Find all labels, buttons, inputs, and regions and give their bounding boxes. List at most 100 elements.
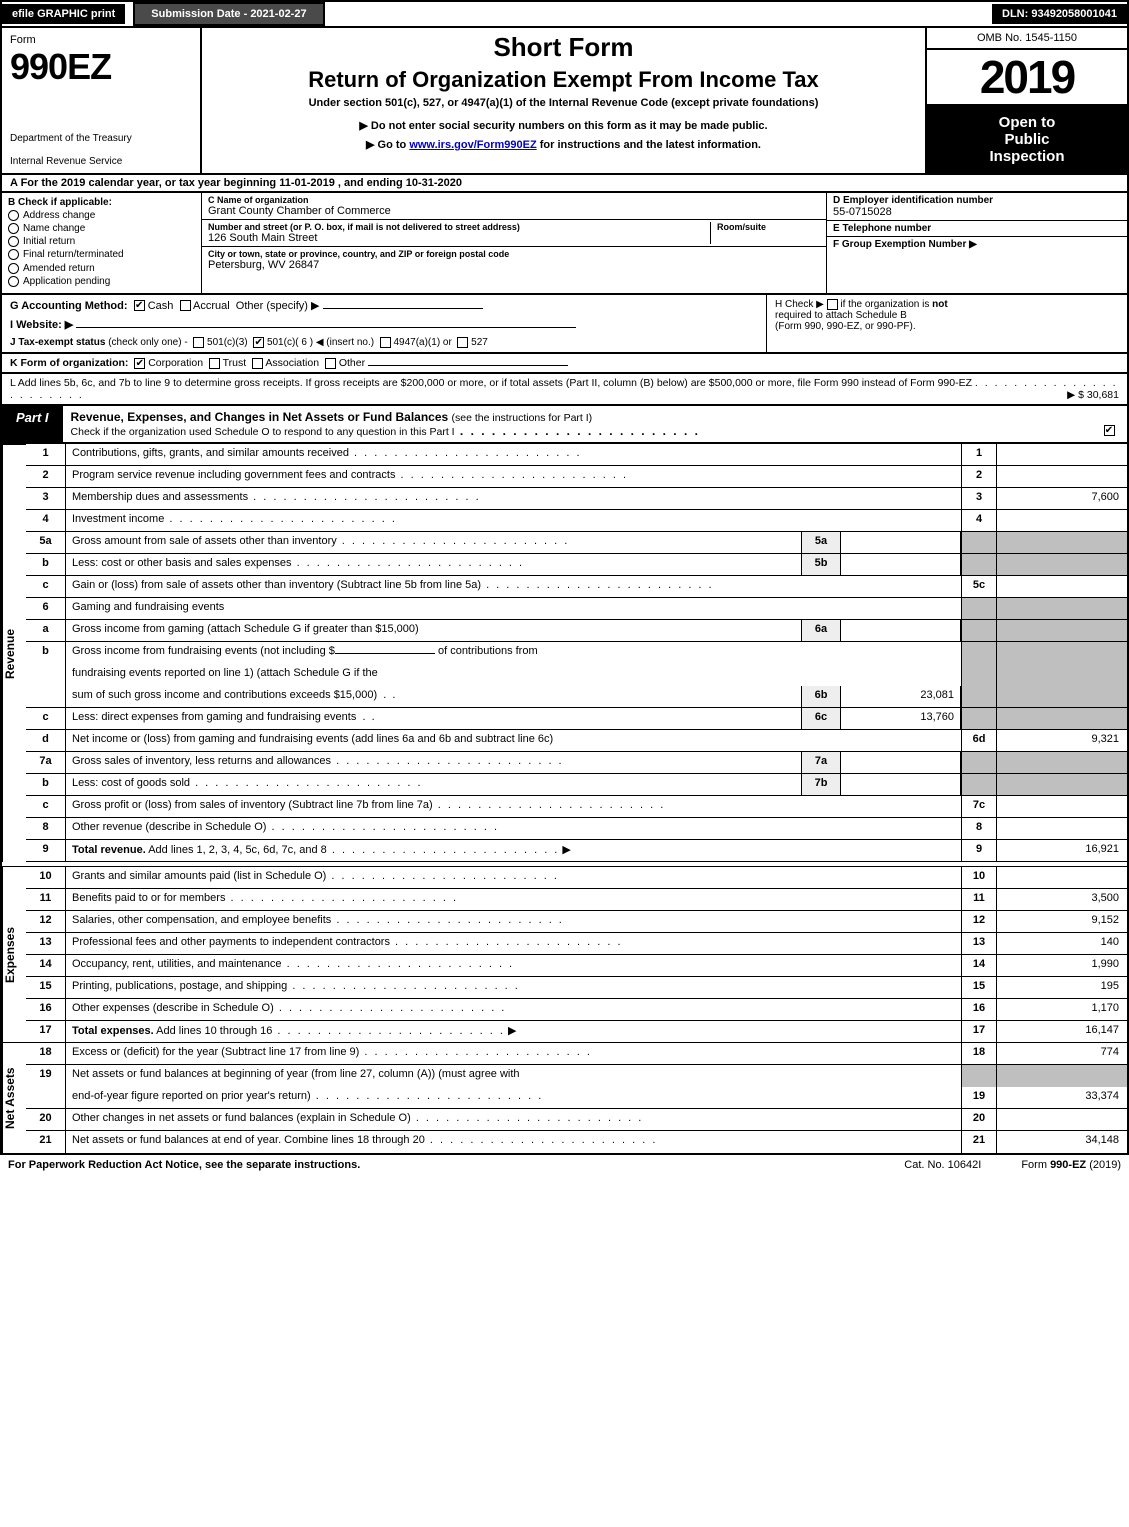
chk-trust[interactable] (209, 358, 220, 369)
room-suite-label: Room/suite (717, 222, 820, 232)
street-label: Number and street (or P. O. box, if mail… (208, 222, 710, 232)
val-line-10 (997, 867, 1127, 888)
efile-graphic-print[interactable]: efile GRAPHIC print (2, 4, 125, 24)
form-meta-block: OMB No. 1545-1150 2019 Open to Public In… (927, 28, 1127, 173)
val-line-11: 3,500 (997, 889, 1127, 910)
chk-h-schedule-b[interactable] (827, 299, 838, 310)
row-l: L Add lines 5b, 6c, and 7b to line 9 to … (0, 374, 1129, 406)
val-line-7b (841, 774, 961, 795)
g-label: G Accounting Method: (10, 300, 128, 312)
h-line3: (Form 990, 990-EZ, or 990-PF). (775, 321, 916, 332)
chk-corporation[interactable]: ✔ (134, 358, 145, 369)
sidelabel-expenses: Expenses (2, 866, 26, 1043)
row-g-h: G Accounting Method: ✔ Cash Accrual Othe… (0, 295, 1129, 354)
val-line-14: 1,990 (997, 955, 1127, 976)
chk-cash[interactable]: ✔ (134, 300, 145, 311)
chk-501c3[interactable] (193, 337, 204, 348)
form-id-block: Form 990EZ Department of the Treasury In… (2, 28, 202, 173)
topbar: efile GRAPHIC print Submission Date - 20… (0, 0, 1129, 28)
val-line-19: 33,374 (997, 1087, 1127, 1108)
tax-year: 2019 (927, 50, 1127, 106)
val-line-7a (841, 752, 961, 773)
val-line-16: 1,170 (997, 999, 1127, 1020)
h-line2: required to attach Schedule B (775, 310, 907, 321)
chk-name-change[interactable]: Name change (8, 223, 195, 234)
city-label: City or town, state or province, country… (208, 249, 820, 259)
goto-post: for instructions and the latest informat… (537, 139, 761, 151)
val-line-21: 34,148 (997, 1131, 1127, 1153)
form-ref: Form 990-EZ (2019) (1021, 1159, 1121, 1171)
dln: DLN: 93492058001041 (992, 4, 1127, 24)
val-line-2 (997, 466, 1127, 487)
sidelabel-net-assets: Net Assets (2, 1043, 26, 1153)
page-footer: For Paperwork Reduction Act Notice, see … (0, 1155, 1129, 1175)
col-def: D Employer identification number 55-0715… (827, 193, 1127, 293)
part-i-header: Part I Revenue, Expenses, and Changes in… (0, 406, 1129, 444)
chk-amended-return[interactable]: Amended return (8, 263, 195, 274)
short-form-title: Short Form (210, 32, 917, 63)
chk-association[interactable] (252, 358, 263, 369)
part-i-label: Part I (2, 406, 63, 442)
irs-link[interactable]: www.irs.gov/Form990EZ (409, 139, 536, 151)
city-state-zip: Petersburg, WV 26847 (208, 259, 820, 271)
goto-instructions: ▶ Go to www.irs.gov/Form990EZ for instru… (210, 138, 917, 151)
chk-application-pending[interactable]: Application pending (8, 276, 195, 287)
chk-accrual[interactable] (180, 300, 191, 311)
col-b-checkboxes: B Check if applicable: Address change Na… (2, 193, 202, 293)
chk-schedule-o-part-i[interactable]: ✔ (1104, 425, 1115, 436)
chk-final-terminated[interactable]: Final return/terminated (8, 249, 195, 260)
val-line-5b (841, 554, 961, 575)
val-line-13: 140 (997, 933, 1127, 954)
val-line-6d: 9,321 (997, 730, 1127, 751)
chk-initial-return[interactable]: Initial return (8, 236, 195, 247)
val-line-4 (997, 510, 1127, 531)
val-line-8 (997, 818, 1127, 839)
j-label: J Tax-exempt status (10, 337, 105, 348)
val-line-6b: 23,081 (841, 686, 961, 707)
chk-501c[interactable]: ✔ (253, 337, 264, 348)
val-line-5a (841, 532, 961, 553)
submission-date-chip: Submission Date - 2021-02-27 (133, 2, 324, 26)
val-line-15: 195 (997, 977, 1127, 998)
open-inspection: Open to Public Inspection (927, 106, 1127, 173)
val-line-3: 7,600 (997, 488, 1127, 509)
ein-value: 55-0715028 (833, 206, 1121, 218)
org-name-label: C Name of organization (208, 195, 820, 205)
col-h: H Check ▶ if the organization is not req… (767, 295, 1127, 352)
h-line1-pre: H Check ▶ (775, 299, 824, 310)
under-section-text: Under section 501(c), 527, or 4947(a)(1)… (210, 97, 917, 109)
val-line-7c (997, 796, 1127, 817)
sidelabel-revenue: Revenue (2, 444, 26, 862)
val-line-18: 774 (997, 1043, 1127, 1064)
col-gij: G Accounting Method: ✔ Cash Accrual Othe… (2, 295, 767, 352)
chk-4947[interactable] (380, 337, 391, 348)
row-a-tax-year: A For the 2019 calendar year, or tax yea… (0, 175, 1129, 193)
org-info-block: B Check if applicable: Address change Na… (0, 193, 1129, 295)
omb-number: OMB No. 1545-1150 (927, 28, 1127, 50)
cat-no: Cat. No. 10642I (904, 1159, 981, 1171)
val-line-5c (997, 576, 1127, 597)
chk-other-org[interactable] (325, 358, 336, 369)
val-line-6c: 13,760 (841, 708, 961, 729)
street-address: 126 South Main Street (208, 232, 710, 244)
row-k: K Form of organization: ✔ Corporation Tr… (0, 354, 1129, 374)
form-word: Form (10, 34, 192, 46)
telephone-label: E Telephone number (833, 223, 1121, 234)
val-line-20 (997, 1109, 1127, 1130)
chk-527[interactable] (457, 337, 468, 348)
col-c-org: C Name of organization Grant County Cham… (202, 193, 827, 293)
val-line-6a (841, 620, 961, 641)
form-header: Form 990EZ Department of the Treasury In… (0, 28, 1129, 175)
l-amount: ▶ $ 30,681 (1067, 389, 1119, 401)
return-title: Return of Organization Exempt From Incom… (210, 67, 917, 93)
ssn-warning: ▶ Do not enter social security numbers o… (210, 119, 917, 132)
ein-label: D Employer identification number (833, 195, 1121, 206)
val-line-9: 16,921 (997, 840, 1127, 861)
val-line-17: 16,147 (997, 1021, 1127, 1042)
chk-address-change[interactable]: Address change (8, 210, 195, 221)
val-line-12: 9,152 (997, 911, 1127, 932)
part-i-title: Revenue, Expenses, and Changes in Net As… (63, 406, 1091, 442)
form-number: 990EZ (10, 46, 192, 88)
part-i-table: Revenue 1Contributions, gifts, grants, a… (0, 444, 1129, 1155)
dept-treasury: Department of the Treasury (10, 133, 192, 144)
